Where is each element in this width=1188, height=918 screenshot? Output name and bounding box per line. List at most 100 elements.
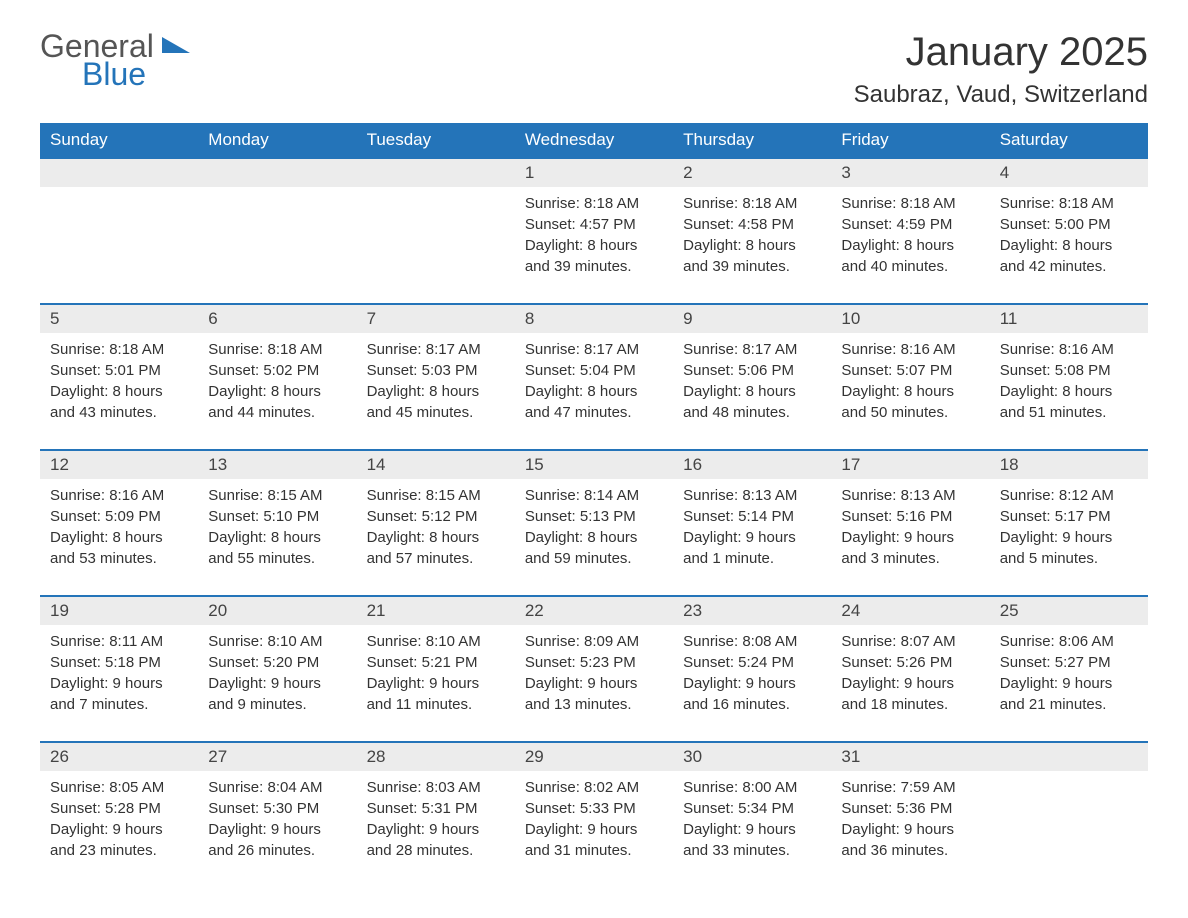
sunset-value: 5:21 PM — [422, 654, 478, 671]
daylight-label: Daylight: — [208, 821, 271, 838]
day-number: 27 — [198, 742, 356, 771]
sunrise-value: 8:04 AM — [267, 779, 322, 796]
day-content: Sunrise: 8:14 AMSunset: 5:13 PMDaylight:… — [515, 479, 673, 596]
sunset-value: 5:03 PM — [422, 362, 478, 379]
sunset-label: Sunset: — [367, 508, 422, 525]
sunrise-line: Sunrise: 8:07 AM — [841, 631, 979, 652]
day-header: Wednesday — [515, 123, 673, 158]
sunrise-line: Sunrise: 8:17 AM — [525, 339, 663, 360]
day-content: Sunrise: 8:18 AMSunset: 5:01 PMDaylight:… — [40, 333, 198, 450]
day-content-empty — [990, 771, 1148, 887]
day-content: Sunrise: 8:17 AMSunset: 5:06 PM Daylight:… — [673, 333, 831, 450]
day-number: 7 — [357, 304, 515, 333]
day-content: Sunrise: 8:07 AMSunset: 5:26 PMDaylight:… — [831, 625, 989, 742]
sunrise-value: 8:16 AM — [1059, 341, 1114, 358]
sunrise-line: Sunrise: 8:16 AM — [50, 485, 188, 506]
sunrise-line: Sunrise: 8:08 AM — [683, 631, 821, 652]
day-number-empty — [40, 158, 198, 187]
logo-flag-icon — [162, 44, 192, 61]
day-content: Sunrise: 8:11 AMSunset: 5:18 PMDaylight:… — [40, 625, 198, 742]
sunset-value: 5:00 PM — [1055, 216, 1111, 233]
day-content: Sunrise: 8:16 AMSunset: 5:07 PMDaylight:… — [831, 333, 989, 450]
sunset-line: Sunset: 5:30 PM — [208, 798, 346, 819]
sunset-label: Sunset: — [525, 216, 580, 233]
daylight-line: Daylight: 8 hours and 45 minutes. — [367, 381, 505, 423]
sunrise-label: Sunrise: — [367, 633, 426, 650]
day-content: Sunrise: 8:03 AMSunset: 5:31 PMDaylight:… — [357, 771, 515, 887]
day-number: 20 — [198, 596, 356, 625]
sunset-label: Sunset: — [208, 654, 263, 671]
location-subtitle: Saubraz, Vaud, Switzerland — [854, 81, 1148, 109]
sunrise-value: 8:12 AM — [1059, 487, 1114, 504]
day-header: Sunday — [40, 123, 198, 158]
day-number-empty — [198, 158, 356, 187]
day-content: Sunrise: 8:17 AMSunset: 5:03 PMDaylight:… — [357, 333, 515, 450]
daylight-line: Daylight: 9 hours and 11 minutes. — [367, 673, 505, 715]
sunset-value: 5:06 PM — [738, 362, 794, 379]
daylight-label: Daylight: — [50, 821, 113, 838]
sunset-label: Sunset: — [50, 508, 105, 525]
day-number: 25 — [990, 596, 1148, 625]
sunrise-label: Sunrise: — [50, 779, 109, 796]
sunrise-label: Sunrise: — [683, 779, 742, 796]
sunset-value: 4:57 PM — [580, 216, 636, 233]
daylight-label: Daylight: — [683, 821, 746, 838]
sunset-label: Sunset: — [525, 362, 580, 379]
sunset-line: Sunset: 5:04 PM — [525, 360, 663, 381]
sunrise-line: Sunrise: 8:15 AM — [208, 485, 346, 506]
sunrise-line: Sunrise: 8:17 AM — [683, 339, 821, 360]
day-content: Sunrise: 8:15 AMSunset: 5:10 PMDaylight:… — [198, 479, 356, 596]
sunrise-label: Sunrise: — [525, 487, 584, 504]
daylight-label: Daylight: — [1000, 383, 1063, 400]
sunset-label: Sunset: — [683, 654, 738, 671]
sunset-value: 5:27 PM — [1055, 654, 1111, 671]
day-header: Thursday — [673, 123, 831, 158]
sunrise-line: Sunrise: 7:59 AM — [841, 777, 979, 798]
sunset-label: Sunset: — [50, 362, 105, 379]
daylight-label: Daylight: — [525, 383, 588, 400]
sunset-label: Sunset: — [208, 508, 263, 525]
sunrise-value: 7:59 AM — [901, 779, 956, 796]
sunset-value: 5:23 PM — [580, 654, 636, 671]
sunrise-label: Sunrise: — [841, 341, 900, 358]
title-block: January 2025 Saubraz, Vaud, Switzerland — [854, 30, 1148, 109]
day-content: Sunrise: 8:13 AMSunset: 5:14 PMDaylight:… — [673, 479, 831, 596]
daylight-line: Daylight: 9 hours and 9 minutes. — [208, 673, 346, 715]
daylight-line: Daylight: 9 hours and 23 minutes. — [50, 819, 188, 861]
daylight-line: Daylight: 8 hours and 55 minutes. — [208, 527, 346, 569]
sunrise-line: Sunrise: 8:14 AM — [525, 485, 663, 506]
day-number: 21 — [357, 596, 515, 625]
sunrise-label: Sunrise: — [841, 487, 900, 504]
day-content: Sunrise: 8:09 AMSunset: 5:23 PMDaylight:… — [515, 625, 673, 742]
sunset-label: Sunset: — [683, 508, 738, 525]
day-content: Sunrise: 8:15 AMSunset: 5:12 PMDaylight:… — [357, 479, 515, 596]
sunrise-label: Sunrise: — [683, 195, 742, 212]
daylight-label: Daylight: — [525, 237, 588, 254]
sunrise-value: 8:18 AM — [109, 341, 164, 358]
sunset-label: Sunset: — [208, 362, 263, 379]
day-number: 22 — [515, 596, 673, 625]
sunset-value: 4:59 PM — [896, 216, 952, 233]
day-number: 16 — [673, 450, 831, 479]
sunrise-value: 8:17 AM — [742, 341, 797, 358]
sunset-label: Sunset: — [841, 800, 896, 817]
day-number: 2 — [673, 158, 831, 187]
daylight-label: Daylight: — [683, 383, 746, 400]
sunset-label: Sunset: — [683, 800, 738, 817]
sunrise-label: Sunrise: — [208, 341, 267, 358]
sunrise-line: Sunrise: 8:12 AM — [1000, 485, 1138, 506]
day-number: 5 — [40, 304, 198, 333]
calendar-table: SundayMondayTuesdayWednesdayThursdayFrid… — [40, 123, 1148, 887]
day-number: 4 — [990, 158, 1148, 187]
sunset-line: Sunset: 5:06 PM — [683, 360, 821, 381]
sunrise-label: Sunrise: — [1000, 633, 1059, 650]
sunrise-value: 8:17 AM — [584, 341, 639, 358]
sunset-line: Sunset: 5:08 PM — [1000, 360, 1138, 381]
sunset-value: 5:07 PM — [896, 362, 952, 379]
sunrise-value: 8:16 AM — [109, 487, 164, 504]
sunrise-value: 8:18 AM — [267, 341, 322, 358]
day-number: 30 — [673, 742, 831, 771]
sunset-line: Sunset: 5:13 PM — [525, 506, 663, 527]
sunrise-value: 8:14 AM — [584, 487, 639, 504]
daylight-label: Daylight: — [367, 383, 430, 400]
